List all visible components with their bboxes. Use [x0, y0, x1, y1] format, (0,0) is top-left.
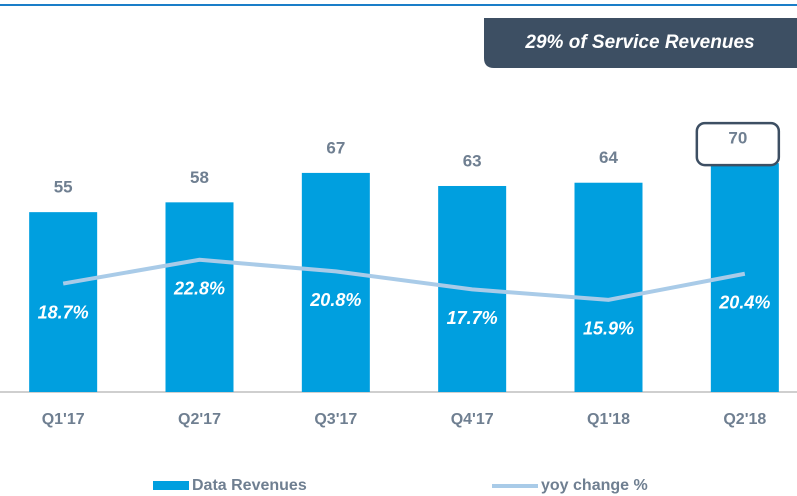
line-value-label: 17.7% — [447, 308, 498, 328]
x-tick-label: Q1'18 — [587, 411, 630, 428]
x-tick-label: Q4'17 — [451, 411, 494, 428]
bar-value-label: 67 — [326, 138, 345, 157]
x-tick-label: Q3'17 — [314, 411, 357, 428]
bar — [301, 172, 370, 392]
line-value-label: 18.7% — [38, 302, 89, 322]
bar-value-label: 55 — [54, 178, 73, 197]
bar — [165, 202, 234, 392]
line — [62, 257, 746, 302]
bar-value-label: 64 — [599, 148, 618, 167]
bar — [574, 182, 643, 392]
bar-value-label: 63 — [463, 151, 482, 170]
line-value-label: 15.9% — [583, 319, 634, 339]
x-tick-label: Q2'17 — [178, 411, 221, 428]
x-tick-label: Q2'18 — [723, 411, 766, 428]
legend-swatch — [153, 481, 189, 490]
line-value-label: 22.8% — [173, 279, 225, 299]
bar-value-label: 58 — [190, 168, 209, 187]
x-tick-label: Q1'17 — [42, 411, 85, 428]
line-value-label: 20.4% — [718, 292, 770, 312]
line-value-label: 20.8% — [309, 290, 361, 310]
bar — [29, 212, 98, 392]
banner — [484, 18, 797, 68]
legend-label: yoy change % — [541, 477, 648, 494]
legend-label: Data Revenues — [192, 477, 307, 494]
bar-value-label: 70 — [728, 129, 747, 148]
highlight-box — [695, 121, 781, 167]
banner-text: 29% of Service Revenues — [524, 32, 754, 53]
